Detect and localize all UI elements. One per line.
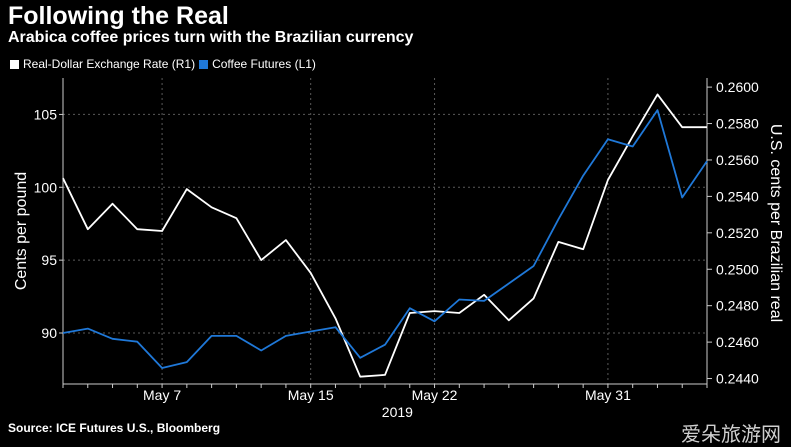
y-right-tick-label: 0.2500 [716,261,759,277]
series-line-coffee-futures [62,109,708,369]
y-right-axis-title: U.S. cents per Brazilian real [767,124,784,322]
y-left-tick-label: 105 [34,106,58,122]
y-right-tick-label: 0.2560 [716,152,759,168]
y-right-tick-label: 0.2580 [716,116,759,132]
legend-item-coffee-futures: Coffee Futures (L1) [199,57,316,71]
y-left-tick-label: 95 [41,252,57,268]
watermark-text: 爱朵旅游网 [681,422,781,446]
y-left-axis-title: Cents per pound [13,172,30,290]
x-tick-label: May 15 [288,387,334,403]
y-right-tick-label: 0.2480 [716,298,759,314]
y-right-tick-label: 0.2600 [716,79,759,95]
chart-subtitle: Arabica coffee prices turn with the Braz… [8,29,414,46]
legend-swatch-coffee-futures [199,59,209,69]
chart-title: Following the Real [8,2,229,30]
y-right-tick-label: 0.2540 [716,188,759,204]
x-tick-label: May 31 [585,387,631,403]
axis-labels: 90 95 100 105 May 7 May 15 May 22 May 31 2019 0.2… [13,79,784,420]
legend-swatch-exchange-rate [10,59,19,69]
source-note: Source: ICE Futures U.S., Bloomberg [8,421,221,435]
legend-label-coffee-futures: Coffee Futures (L1) [212,57,316,71]
y-right-tick-label: 0.2520 [716,225,759,241]
axes [59,78,712,388]
grid-lines [63,78,707,384]
x-tick-label: May 22 [412,387,458,403]
y-right-tick-label: 0.2440 [716,371,759,387]
legend-label-exchange-rate: Real-Dollar Exchange Rate (R1) [23,57,196,71]
y-right-tick-label: 0.2460 [716,334,759,350]
y-left-tick-label: 100 [34,179,58,195]
y-left-tick-label: 90 [41,325,57,341]
x-tick-label: May 7 [143,387,181,403]
series-line-exchange-rate [62,93,707,378]
x-year-label: 2019 [382,404,413,420]
legend-item-exchange-rate: Real-Dollar Exchange Rate (R1) [10,57,195,71]
series-lines [62,93,708,378]
legend: Real-Dollar Exchange Rate (R1) Coffee Fu… [10,57,320,71]
